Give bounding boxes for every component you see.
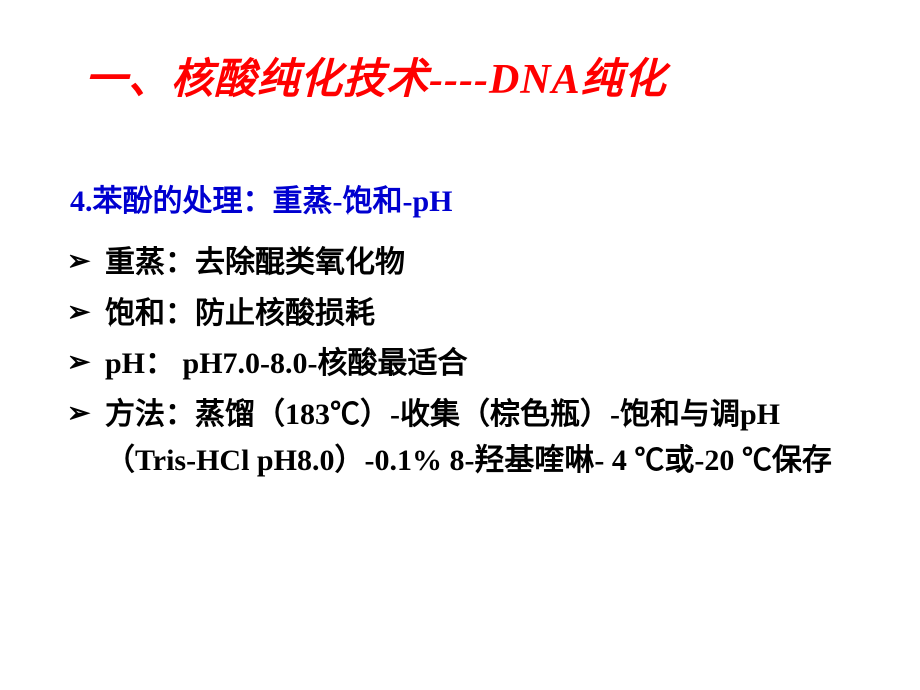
list-item: 饱和：防止核酸损耗 [67,291,855,338]
bullet-text: 重蒸：去除醌类氧化物 [105,246,405,279]
bullet-text: 方法：蒸馏（183℃）-收集（棕色瓶）-饱和与调pH（Tris-HCl pH8.… [105,398,832,478]
list-item: pH： pH7.0-8.0-核酸最适合 [67,341,855,388]
bullet-text: 饱和：防止核酸损耗 [105,297,375,330]
list-item: 重蒸：去除醌类氧化物 [67,240,855,287]
bullet-text: pH： pH7.0-8.0-核酸最适合 [105,347,468,380]
bullet-list: 重蒸：去除醌类氧化物 饱和：防止核酸损耗 pH： pH7.0-8.0-核酸最适合… [67,240,855,485]
slide-container: 一、核酸纯化技术----DNA纯化 4.苯酚的处理：重蒸-饱和-pH 重蒸：去除… [0,0,920,690]
slide-title: 一、核酸纯化技术----DNA纯化 [85,45,855,106]
list-item: 方法：蒸馏（183℃）-收集（棕色瓶）-饱和与调pH（Tris-HCl pH8.… [67,392,855,485]
slide-subtitle: 4.苯酚的处理：重蒸-饱和-pH [70,176,855,220]
